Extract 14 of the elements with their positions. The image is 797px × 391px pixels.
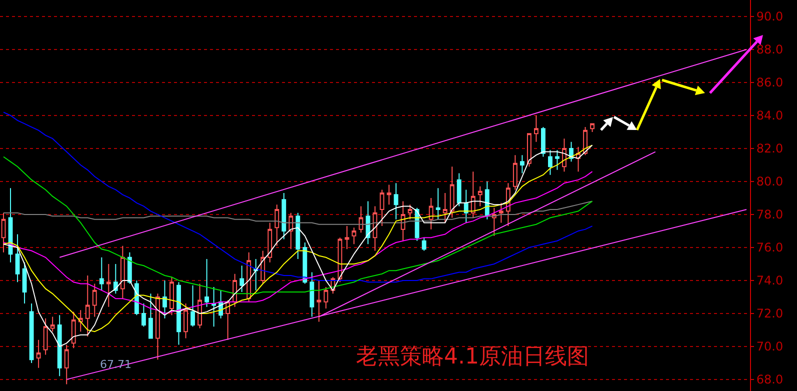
- y-tick-label: 68.0: [756, 372, 784, 387]
- y-tick-label: 82.0: [756, 142, 784, 156]
- y-tick-label: 90.0: [756, 10, 784, 24]
- y-tick-label: 70.0: [756, 340, 784, 354]
- y-tick-label: 86.0: [756, 76, 784, 90]
- y-tick-label: 76.0: [756, 240, 784, 255]
- y-tick-label: 84.0: [756, 108, 784, 123]
- annotation: 67.71: [100, 358, 132, 371]
- y-tick-label: 80.0: [756, 174, 784, 189]
- y-tick-label: 74.0: [756, 274, 784, 288]
- y-tick-label: 78.0: [756, 208, 784, 222]
- text: 老黑策略4.1原油日线图: [356, 344, 589, 370]
- y-tick-label: 72.0: [756, 306, 784, 321]
- y-tick-label: 88.0: [756, 42, 784, 57]
